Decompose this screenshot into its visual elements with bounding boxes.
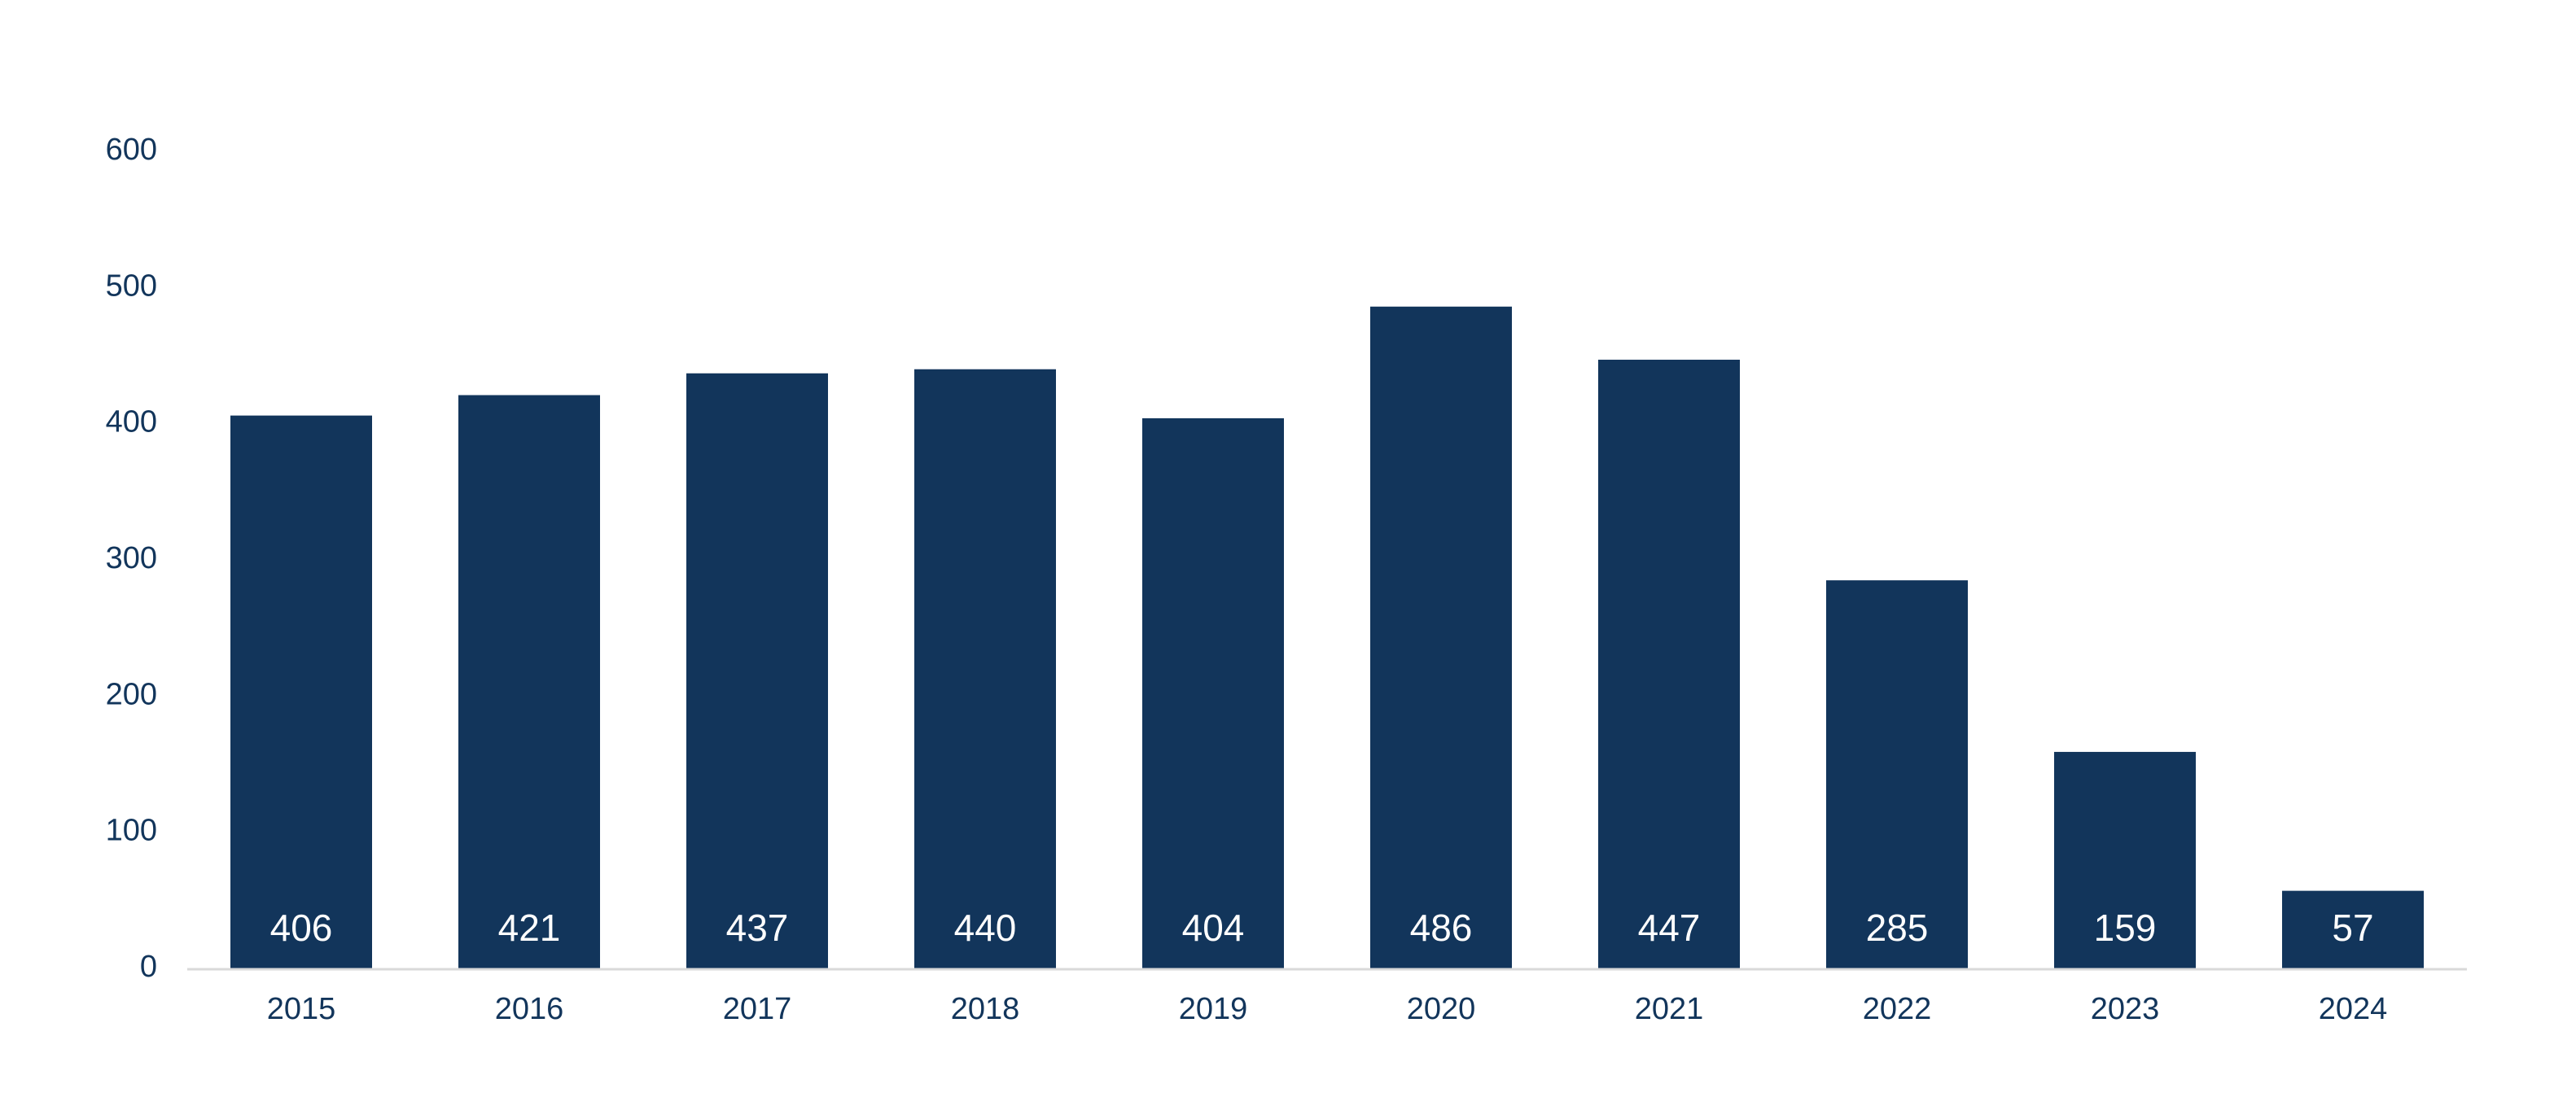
y-tick-label: 400 xyxy=(106,405,157,439)
bar-value-label: 486 xyxy=(1410,907,1473,949)
x-tick-label: 2016 xyxy=(495,992,564,1026)
bar-value-label: 440 xyxy=(954,907,1017,949)
y-tick-label: 300 xyxy=(106,541,157,575)
x-tick-label: 2018 xyxy=(951,992,1020,1026)
y-tick-label: 100 xyxy=(106,814,157,848)
bar xyxy=(1598,360,1740,968)
data-labels: 406 421 437 440 404 486 447 285 159 57 xyxy=(270,907,2374,949)
x-tick-label: 2015 xyxy=(267,992,336,1026)
y-tick-label: 600 xyxy=(106,133,157,167)
bar-series xyxy=(230,306,2424,969)
bar xyxy=(2282,890,2424,968)
bar xyxy=(2054,751,2196,968)
bar-value-label: 421 xyxy=(498,907,561,949)
bar xyxy=(914,369,1056,968)
bar-value-label: 447 xyxy=(1638,907,1701,949)
bar-value-label: 159 xyxy=(2094,907,2157,949)
bar xyxy=(686,373,828,969)
bar xyxy=(458,395,600,968)
x-tick-label: 2024 xyxy=(2319,992,2388,1026)
bar-value-label: 404 xyxy=(1182,907,1245,949)
x-tick-label: 2021 xyxy=(1635,992,1704,1026)
y-tick-label: 0 xyxy=(140,950,157,984)
y-tick-label: 500 xyxy=(106,269,157,303)
bar-value-label: 57 xyxy=(2332,907,2373,949)
y-tick-label: 200 xyxy=(106,677,157,711)
bar-value-label: 285 xyxy=(1866,907,1929,949)
bar xyxy=(1826,580,1968,968)
bar xyxy=(230,415,372,968)
y-axis-ticks: 0 100 200 300 400 500 600 xyxy=(106,133,157,984)
x-tick-label: 2020 xyxy=(1407,992,1476,1026)
bar-value-label: 437 xyxy=(726,907,789,949)
x-tick-label: 2023 xyxy=(2091,992,2160,1026)
bar xyxy=(1370,306,1512,968)
x-tick-label: 2017 xyxy=(723,992,792,1026)
bar-value-label: 406 xyxy=(270,907,333,949)
x-tick-label: 2019 xyxy=(1179,992,1248,1026)
bar xyxy=(1142,417,1284,968)
x-tick-label: 2022 xyxy=(1863,992,1932,1026)
x-axis-ticks: 2015 2016 2017 2018 2019 2020 2021 2022 2023 2024 xyxy=(267,992,2388,1026)
